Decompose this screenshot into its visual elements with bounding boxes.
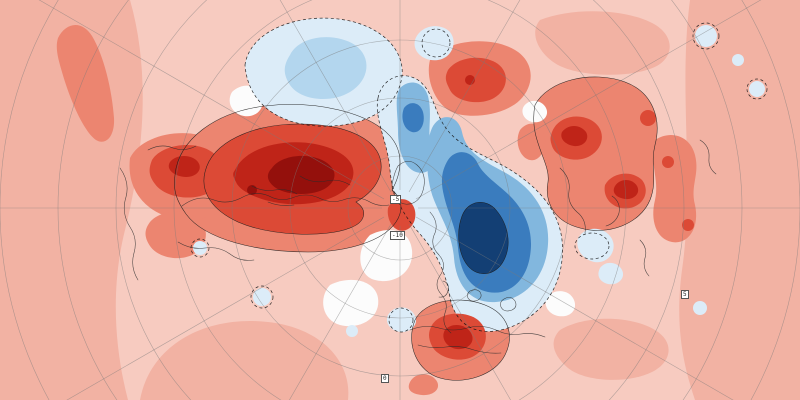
blue-navy-layer <box>458 202 509 274</box>
contour-label: 5 <box>681 290 689 299</box>
contour-label: 0 <box>381 374 389 383</box>
dashed-contour-layer <box>190 17 768 333</box>
red-pole-patch <box>387 199 416 231</box>
red-strip-center <box>517 123 546 161</box>
white-neutral-layer <box>229 85 576 327</box>
blue-light-layer <box>284 37 367 100</box>
red-region-eastasia-outer <box>533 76 658 231</box>
red-siberia-core <box>267 155 335 194</box>
red-streak-topleft <box>56 24 115 142</box>
red-darkest-layer <box>247 155 335 195</box>
blue-core-navy <box>458 202 509 274</box>
contour-label: -5 <box>390 195 402 204</box>
red-bottom-edge <box>408 374 439 396</box>
contour-label: -10 <box>390 231 405 240</box>
